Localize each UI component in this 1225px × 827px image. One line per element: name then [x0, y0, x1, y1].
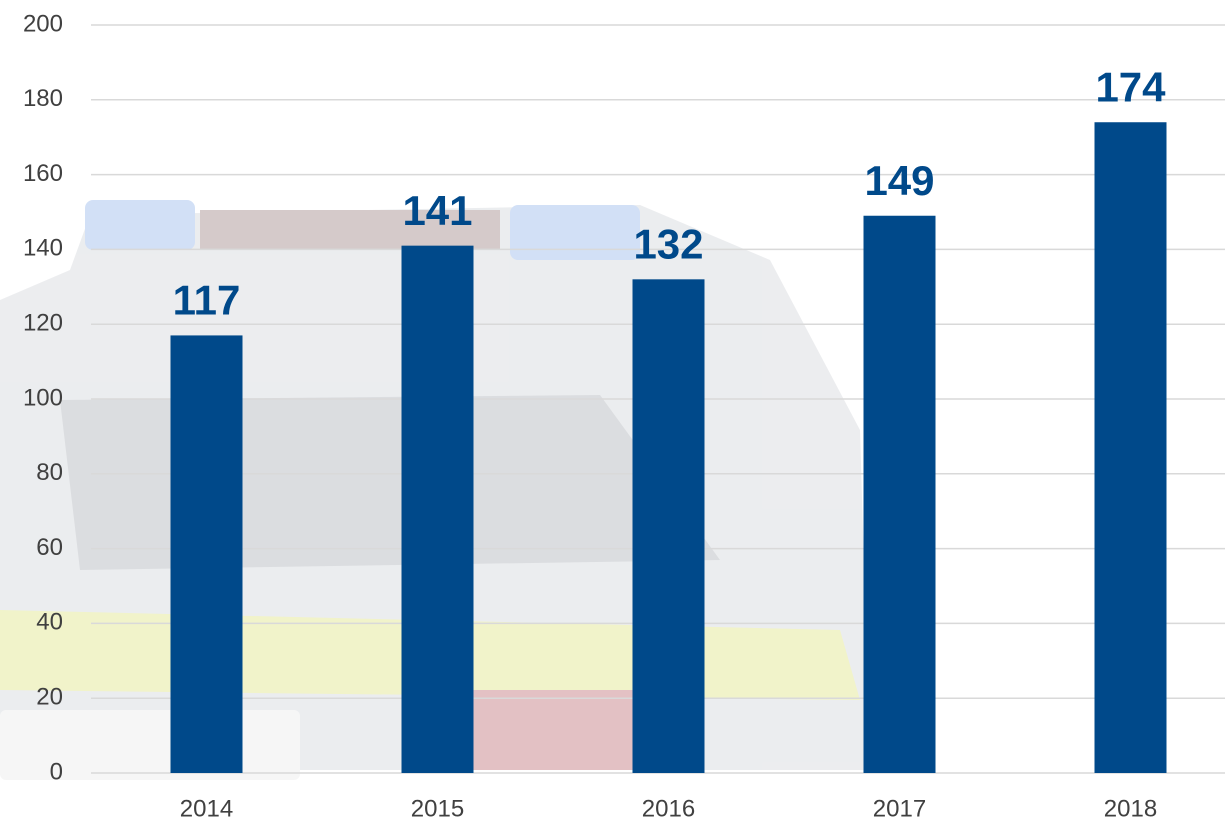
data-label: 141: [402, 187, 472, 234]
y-tick-label: 140: [23, 235, 63, 262]
y-tick-label: 200: [23, 10, 63, 37]
x-tick-label: 2018: [1104, 795, 1157, 822]
x-tick-label: 2015: [411, 795, 464, 822]
bar: [170, 335, 243, 773]
data-label: 174: [1095, 63, 1166, 110]
y-tick-label: 40: [36, 609, 63, 636]
bar: [401, 245, 474, 773]
y-tick-label: 80: [36, 459, 63, 486]
x-tick-label: 2014: [180, 795, 233, 822]
data-label: 132: [633, 220, 703, 267]
y-tick-label: 0: [50, 758, 63, 785]
bar: [632, 279, 705, 773]
bar: [1094, 122, 1167, 774]
y-tick-label: 180: [23, 85, 63, 112]
x-tick-label: 2016: [642, 795, 695, 822]
y-tick-label: 20: [36, 684, 63, 711]
y-tick-label: 100: [23, 384, 63, 411]
bar: [863, 215, 936, 774]
y-tick-label: 160: [23, 160, 63, 187]
x-tick-label: 2017: [873, 795, 926, 822]
data-label: 117: [173, 277, 241, 324]
y-tick-label: 60: [36, 534, 63, 561]
y-tick-label: 120: [23, 310, 63, 337]
data-label: 149: [864, 157, 934, 204]
